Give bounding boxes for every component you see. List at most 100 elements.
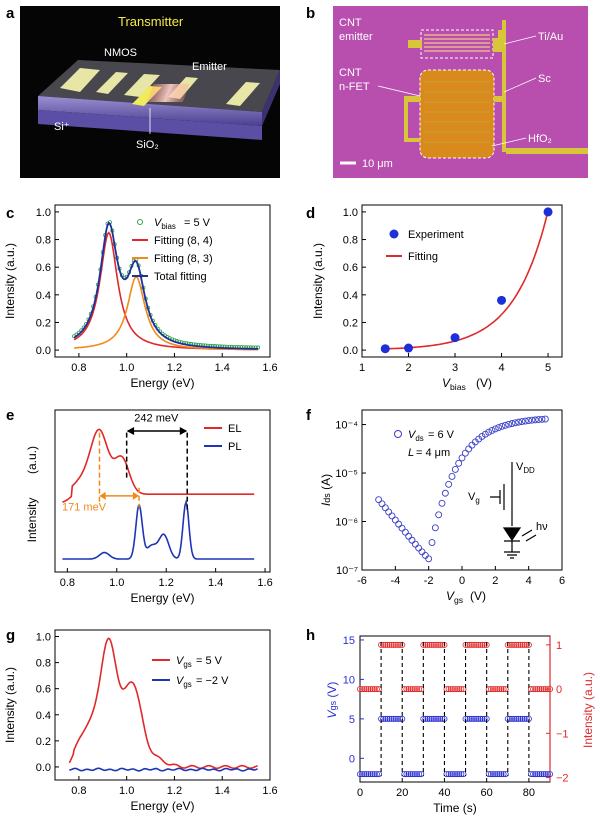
label-si: Si⁺ [54, 121, 70, 133]
h-vgs-point [418, 771, 425, 778]
d-legend-fitting: Fitting [408, 251, 438, 263]
h-intensity-point [458, 686, 465, 693]
h-ytick-right-label: −1 [556, 728, 569, 740]
h-intensity-point [382, 641, 389, 648]
d-frame [361, 204, 563, 358]
h-intensity-point [544, 686, 551, 693]
e-xtick-label: 1.2 [159, 577, 174, 589]
chart-c: 0.8 1.0 1.2 1.4 1.6 0.0 0.2 0.4 0.6 0.8 1.0 Energy … [3, 204, 278, 390]
label-ti-au: Ti/Au [538, 31, 563, 43]
h-vgs-point [413, 771, 420, 778]
h-intensity-point [500, 686, 507, 693]
f-point [491, 425, 499, 433]
h-vgs-point [542, 771, 549, 778]
h-intensity-point [407, 686, 414, 693]
f-xtick-label: 6 [559, 575, 565, 587]
label-cnt-emitter-2: emitter [339, 31, 373, 43]
label-cnt-fet-1: CNT [339, 67, 362, 79]
h-vgs-point [502, 771, 509, 778]
h-vgs-point [447, 771, 454, 778]
h-intensity-point [371, 686, 378, 693]
h-intensity-point [540, 686, 547, 693]
f-point [538, 415, 546, 423]
h-ytick-left-label: 0 [349, 753, 355, 765]
h-intensity-point [418, 686, 425, 693]
emitter-lines [424, 34, 490, 52]
h-vgs-point [416, 771, 423, 778]
h-vgs-point [369, 771, 376, 778]
h-intensity-point [451, 686, 458, 693]
f-point [531, 416, 539, 424]
h-intensity-point [460, 686, 467, 693]
f-point [525, 417, 533, 425]
h-vgs-point [470, 715, 477, 722]
panel-letter-g: g [6, 627, 15, 644]
f-xlabel-unit: (V) [470, 589, 486, 603]
f-point [431, 524, 439, 532]
h-vgs-point [515, 715, 522, 722]
h-intensity-point [515, 641, 522, 648]
f-label-vg: Vg [468, 491, 480, 505]
f-circuit-diagram [490, 462, 537, 559]
d-ylabel: Intensity (a.u.) [311, 243, 325, 319]
h-frame [359, 635, 551, 783]
d-xtick-label: 2 [405, 362, 411, 374]
h-intensity-point [363, 686, 370, 693]
chart-e: 0.8 1.0 1.2 1.4 1.6 Energy (eV) (a.u.) Intensit… [25, 409, 273, 605]
d-legend-marker [389, 229, 399, 239]
c-ytick-label: 0.0 [36, 345, 51, 357]
f-point [521, 417, 529, 425]
h-intensity-point [473, 641, 480, 648]
h-intensity-point [449, 686, 456, 693]
metal-electrodes [404, 20, 588, 154]
f-point [515, 418, 523, 426]
label-cnt-emitter-1: CNT [339, 17, 362, 29]
h-vgs-point [544, 771, 551, 778]
h-intensity-point [392, 641, 399, 648]
h-vgs-point [521, 715, 528, 722]
f-ytick-label: 10⁻⁵ [335, 468, 358, 480]
d-xtick-label: 4 [498, 362, 504, 374]
e-frame [54, 409, 271, 573]
h-vgs-point [432, 715, 439, 722]
f-legend-vds-value: = 6 V [428, 429, 455, 441]
d-ytick-label: 0.0 [343, 345, 358, 357]
scale-label: 10 μm [362, 158, 393, 170]
e-xlabel: Energy (eV) [130, 591, 194, 605]
h-intensity-point [403, 686, 410, 693]
h-intensity-point [485, 686, 492, 693]
h-vgs-point [409, 771, 416, 778]
h-vgs-point [384, 715, 391, 722]
h-xlabel: Time (s) [433, 801, 477, 815]
h-vgs-point [508, 715, 515, 722]
h-intensity-point [401, 686, 408, 693]
f-led-arrows [521, 529, 537, 542]
f-point [528, 416, 536, 424]
c-legend-vbias: Vbias [154, 217, 176, 231]
d-point [404, 343, 414, 353]
h-intensity-point [356, 686, 363, 693]
f-circuit-gate [490, 490, 501, 504]
f-point [405, 532, 413, 540]
d-ytick-label: 0.2 [343, 317, 358, 329]
h-vgs-point [481, 715, 488, 722]
h-intensity-point [369, 686, 376, 693]
f-point [501, 421, 509, 429]
c-xtick-label: 1.6 [262, 362, 277, 374]
d-ytick-label: 1.0 [343, 207, 358, 219]
g-xtick-label: 1.4 [215, 785, 230, 797]
pad-3 [124, 74, 160, 97]
h-intensity-point [532, 686, 539, 693]
h-vgs-point [394, 715, 401, 722]
h-vgs-point [547, 771, 554, 778]
e-annot-171: 171 meV [62, 501, 107, 513]
c-legend-vbias-value: = 5 V [184, 217, 211, 229]
e-legend-pl: PL [228, 441, 241, 453]
f-point [488, 427, 496, 434]
h-intensity-point [456, 686, 463, 693]
h-vgs-point [540, 771, 547, 778]
panel-letter-f: f [306, 407, 312, 424]
h-vgs-point [392, 715, 399, 722]
h-ytick-left-label: 10 [343, 674, 355, 686]
